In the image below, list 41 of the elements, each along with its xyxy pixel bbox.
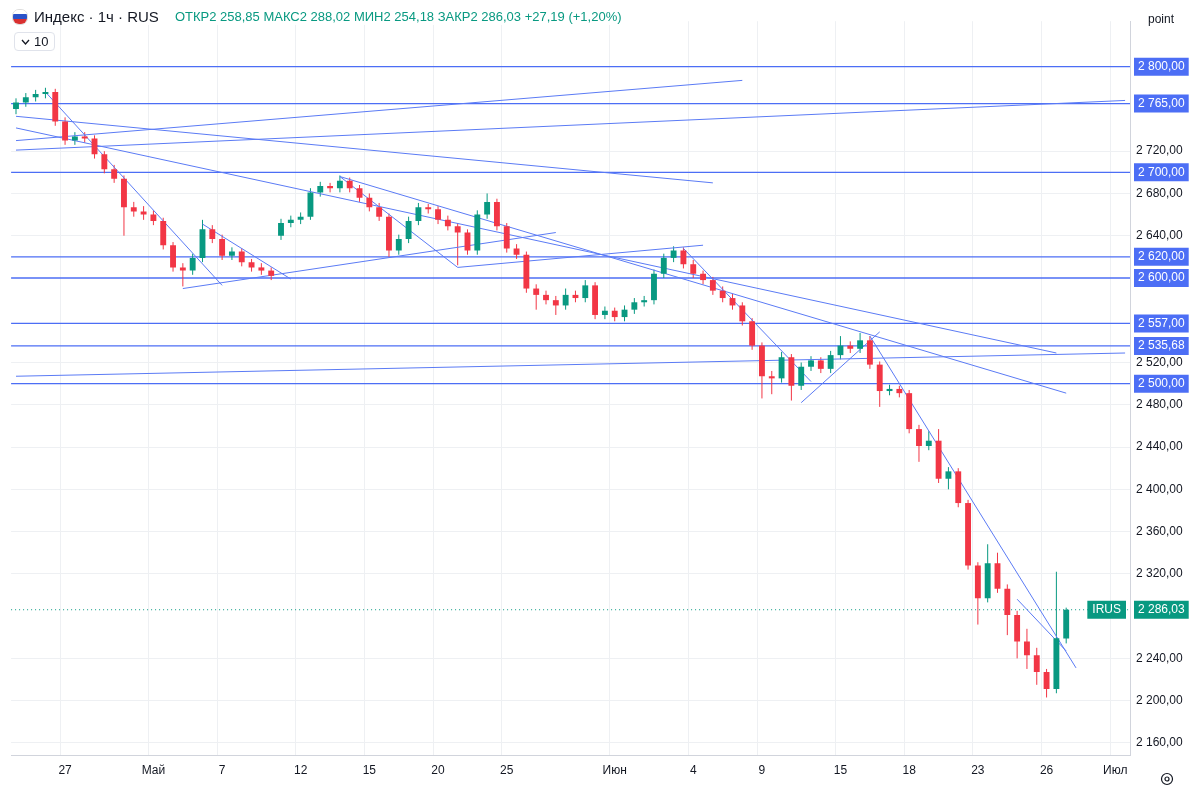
ref-line-label: 2 286,03: [1138, 602, 1186, 617]
ref-line-label: 2 765,00: [1138, 95, 1186, 110]
y-tick-label: 2 200,00: [1136, 692, 1184, 707]
y-tick-label: 2 160,00: [1136, 735, 1184, 750]
y-tick-label: 2 240,00: [1136, 650, 1184, 665]
ref-line-label: 2 500,00: [1138, 375, 1186, 390]
x-tick-label: 18: [902, 763, 917, 778]
x-tick-label: 20: [431, 763, 446, 778]
ref-line-label: 2 800,00: [1138, 58, 1186, 73]
y-tick-label: 2 400,00: [1136, 481, 1184, 496]
x-tick-label: 12: [293, 763, 308, 778]
ref-line-label: 2 700,00: [1138, 164, 1186, 179]
y-tick-label: 2 360,00: [1136, 523, 1184, 538]
y-tick-label: 2 520,00: [1136, 354, 1184, 369]
ref-line-label: 2 600,00: [1138, 270, 1186, 285]
annotation: IRUS: [1092, 602, 1121, 617]
x-tick-label: 7: [218, 763, 226, 778]
chart-subtitle: ОТКР2 258,85 МАКС2 288,02 МИН2 254,18 ЗАКР2 286,03 +27,19 (+1,20%): [174, 9, 622, 24]
x-tick-label: Май: [141, 763, 166, 778]
ref-line-label: 2 557,00: [1138, 315, 1186, 330]
x-tick-label: 27: [58, 763, 73, 778]
ref-line-label: 2 620,00: [1138, 249, 1186, 264]
y-tick-label: 2 720,00: [1136, 143, 1184, 158]
x-tick-label: 26: [1039, 763, 1054, 778]
annotation: 10: [34, 34, 49, 49]
x-tick-label: Июл: [1103, 763, 1128, 778]
x-tick-label: 4: [689, 763, 697, 778]
y-axis-title: point: [1147, 12, 1175, 27]
x-tick-label: 15: [362, 763, 377, 778]
y-tick-label: 2 680,00: [1136, 185, 1184, 200]
x-tick-label: Июн: [602, 763, 627, 778]
x-tick-label: 9: [758, 763, 766, 778]
chart-title: Индекс · 1ч · RUS: [34, 8, 159, 25]
y-tick-label: 2 320,00: [1136, 566, 1184, 581]
ref-line-label: 2 535,68: [1138, 338, 1186, 353]
x-tick-label: 23: [971, 763, 985, 778]
x-tick-label: 25: [500, 763, 514, 778]
y-tick-label: 2 480,00: [1136, 397, 1184, 412]
x-tick-label: 15: [833, 763, 848, 778]
y-tick-label: 2 440,00: [1136, 439, 1184, 454]
y-tick-label: 2 640,00: [1136, 228, 1184, 243]
